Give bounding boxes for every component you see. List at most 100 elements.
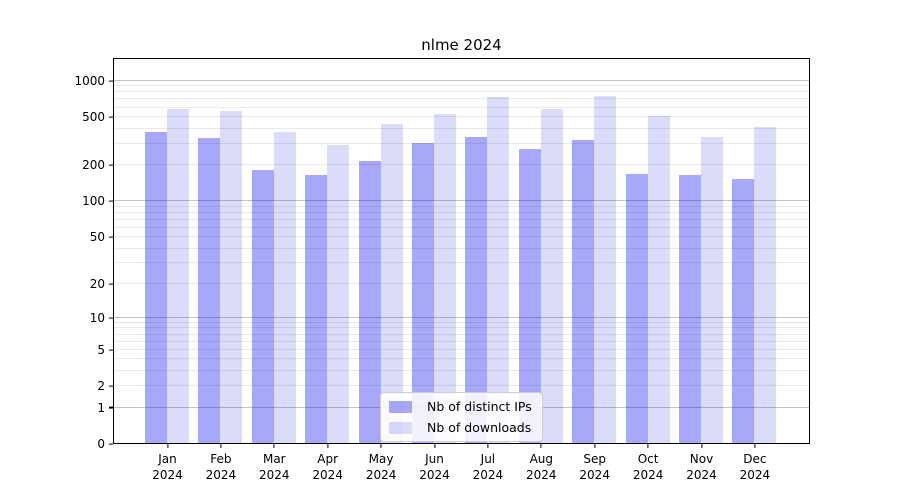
- gridline-minor-20: [113, 282, 810, 284]
- x-tick-label-jun: Jun 2024: [419, 452, 450, 483]
- y-tick-label-20: 20: [89, 276, 105, 291]
- bar-aug-downloads: [540, 109, 563, 444]
- x-tick-month: Jan: [158, 452, 177, 466]
- x-tick-year: 2024: [686, 467, 717, 482]
- x-tick-year: 2024: [259, 467, 290, 482]
- legend-item-downloads: Nb of downloads: [389, 420, 532, 435]
- x-tick-mark-may: [380, 444, 382, 448]
- gridline-minor-600: [113, 106, 810, 108]
- y-tick-mark-5: [109, 349, 113, 351]
- y-tick-label-2: 2: [97, 379, 105, 394]
- x-tick-label-dec: Dec 2024: [740, 452, 771, 483]
- gridline-minor-6: [113, 340, 810, 342]
- x-tick-year: 2024: [365, 467, 397, 482]
- x-tick-label-may: May 2024: [366, 452, 397, 483]
- gridline-minor-800: [113, 91, 810, 93]
- bar-apr-distinct-ips: [305, 175, 328, 444]
- gridline-major-100: [113, 200, 810, 202]
- bar-dec-distinct-ips: [732, 179, 755, 444]
- bar-oct-downloads: [647, 116, 670, 444]
- x-tick-year: 2024: [739, 467, 771, 482]
- x-tick-label-oct: Oct 2024: [633, 452, 664, 483]
- y-tick-mark-1000: [109, 80, 113, 82]
- bar-sep-distinct-ips: [572, 140, 595, 444]
- bar-aug-distinct-ips: [518, 149, 541, 444]
- bar-feb-downloads: [220, 111, 243, 444]
- x-tick-year: 2024: [632, 467, 664, 482]
- gridline-minor-3: [113, 370, 810, 372]
- bar-jun-downloads: [434, 114, 456, 444]
- bar-jul-distinct-ips: [465, 137, 488, 444]
- plot-area: 1000 500 200 100 50 20 10 5 2 1 0 Jan 2024 Feb 2024 Mar…: [74, 58, 810, 482]
- x-tick-year: 2024: [526, 467, 557, 482]
- bar-oct-distinct-ips: [625, 173, 648, 444]
- x-tick-label-mar: Mar 2024: [259, 452, 290, 483]
- legend-item-distinct-ips: Nb of distinct IPs: [389, 399, 532, 414]
- x-tick-mark-jun: [433, 444, 436, 448]
- x-tick-year: 2024: [579, 467, 610, 482]
- bar-jun-distinct-ips: [412, 142, 434, 444]
- x-tick-year: 2024: [152, 467, 183, 482]
- bar-nov-downloads: [701, 137, 723, 444]
- x-tick-label-feb: Feb 2024: [206, 452, 237, 483]
- gridline-minor-4: [113, 358, 810, 360]
- y-tick-label-500: 500: [82, 110, 105, 125]
- legend-swatch-downloads: [389, 421, 412, 434]
- x-tick-month: Apr: [317, 452, 339, 466]
- gridline-minor-40: [113, 247, 810, 249]
- gridline-minor-2: [113, 385, 810, 387]
- gridline-minor-200: [113, 164, 810, 166]
- y-tick-label-1000: 1000: [74, 73, 105, 88]
- x-tick-mark-feb: [220, 444, 222, 448]
- y-tick-mark-50: [109, 236, 113, 238]
- bar-dec-downloads: [754, 127, 777, 444]
- gridline-minor-30: [113, 262, 810, 264]
- x-tick-month: Mar: [262, 452, 286, 466]
- x-tick-year: 2024: [312, 467, 343, 482]
- x-tick-label-apr: Apr 2024: [312, 452, 343, 483]
- legend-swatch-distinct-ips: [389, 400, 412, 413]
- bar-mar-distinct-ips: [251, 170, 274, 444]
- x-tick-mark-sep: [594, 444, 596, 448]
- y-tick-mark-20: [109, 283, 113, 285]
- x-tick-month: Feb: [210, 452, 232, 466]
- gridline-minor-50: [113, 236, 810, 238]
- x-tick-year: 2024: [472, 467, 504, 482]
- bar-jul-downloads: [487, 97, 510, 444]
- gridline-minor-700: [113, 98, 810, 100]
- bar-apr-downloads: [327, 144, 350, 444]
- gridline-minor-500: [113, 116, 810, 118]
- gridline-minor-7: [113, 333, 810, 335]
- y-tick-mark-1: [109, 406, 113, 409]
- gridline-minor-8: [113, 327, 810, 329]
- x-tick-label-jan: Jan 2024: [152, 452, 183, 483]
- x-tick-mark-jan: [166, 444, 169, 448]
- legend: Nb of distinct IPs Nb of downloads: [380, 392, 543, 442]
- y-tick-label-0: 0: [97, 437, 105, 451]
- gridline-minor-90: [113, 205, 810, 207]
- x-tick-mark-aug: [540, 444, 542, 448]
- x-tick-mark-mar: [273, 444, 275, 448]
- x-tick-month: Dec: [743, 452, 767, 466]
- gridline-minor-5: [113, 348, 810, 350]
- y-tick-label-200: 200: [82, 158, 105, 173]
- x-tick-month: Aug: [529, 452, 554, 466]
- x-tick-label-aug: Aug 2024: [526, 452, 557, 483]
- legend-label-distinct-ips: Nb of distinct IPs: [427, 399, 532, 414]
- gridline-minor-60: [113, 226, 810, 228]
- bar-mar-downloads: [273, 132, 296, 444]
- bar-may-distinct-ips: [358, 160, 381, 444]
- chart-title: nlme 2024: [421, 36, 502, 54]
- x-tick-mark-jul: [487, 444, 489, 448]
- x-tick-mark-apr: [327, 444, 329, 448]
- x-tick-year: 2024: [205, 467, 237, 482]
- x-tick-month: Sep: [583, 452, 606, 466]
- x-tick-month: Oct: [637, 452, 659, 466]
- y-tick-mark-500: [109, 116, 113, 118]
- y-tick-mark-200: [109, 164, 113, 166]
- y-tick-label-50: 50: [89, 230, 105, 245]
- gridline-minor-400: [113, 127, 810, 129]
- gridline-minor-900: [113, 85, 810, 87]
- x-tick-month: Nov: [689, 452, 714, 466]
- gridline-minor-70: [113, 218, 810, 220]
